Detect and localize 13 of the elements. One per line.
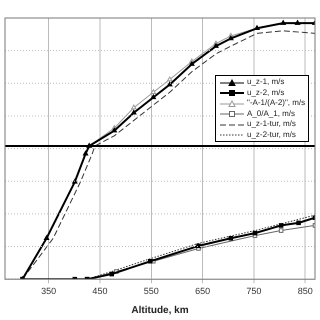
legend-label: u_z-2-tur, m/s xyxy=(247,130,296,140)
legend-label: u_z-2, m/s xyxy=(247,88,284,98)
legend-label: u_z-1-tur, m/s xyxy=(247,119,296,130)
x-tick-label: 750 xyxy=(246,286,262,296)
x-tick-label: 850 xyxy=(298,286,313,296)
legend-label: "-A-1/(A-2)", m/s xyxy=(247,98,306,109)
x-axis-title: Altitude, km xyxy=(131,304,189,316)
legend-label: A_0/A_1, m/s xyxy=(247,108,296,120)
x-tick-label: 450 xyxy=(92,286,108,296)
legend-label: u_z-1, m/s xyxy=(247,77,284,88)
x-tick-label: 350 xyxy=(41,286,56,296)
x-tick-label: 550 xyxy=(144,286,159,296)
x-tick-label: 650 xyxy=(195,286,210,296)
